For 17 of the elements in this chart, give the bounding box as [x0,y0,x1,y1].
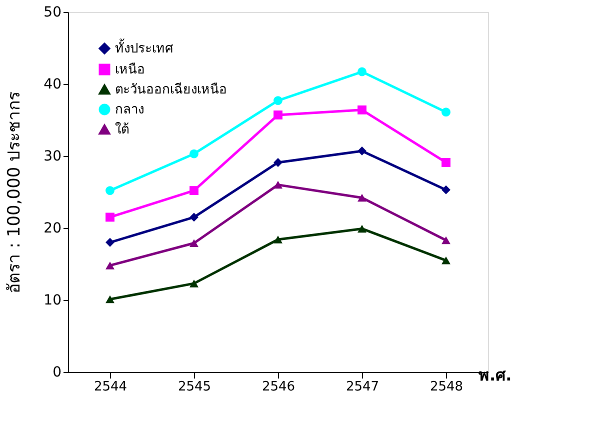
x-tick-label: 2546 [262,380,296,394]
legend-label: กลาง [115,102,144,118]
legend-label: เหนือ [115,62,145,78]
legend-label: ใต้ [115,122,129,138]
y-axis-title: อัตรา : 100,000 ประชากร [4,91,25,294]
x-tick-label: 2544 [94,380,128,394]
y-tick-label: 10 [44,292,62,308]
y-tick-label: 0 [52,364,62,380]
y-tick-label: 20 [44,220,62,236]
x-tick-label: 2548 [430,380,464,394]
x-tick-label: 2545 [178,380,212,394]
x-tick-label: 2547 [346,380,380,394]
y-tick-label: 30 [44,148,62,164]
legend-label: ทั้งประเทศ [115,38,174,56]
y-tick-label: 40 [44,76,62,92]
y-tick-label: 50 [44,4,62,20]
legend-label: ตะวันออกเฉียงเหนือ [115,82,227,98]
